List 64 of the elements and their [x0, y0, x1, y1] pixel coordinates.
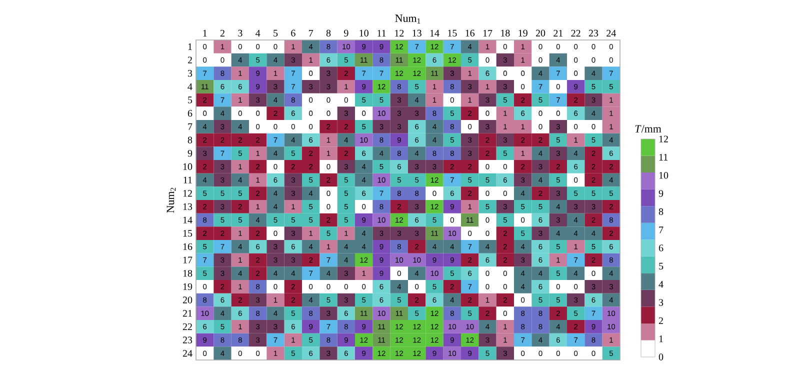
y-tick-label: 16: [183, 243, 192, 250]
color-bar-label: 4: [658, 281, 664, 288]
color-bar-label: 1: [659, 336, 663, 342]
y-tick-label: 20: [182, 296, 192, 304]
color-bar-label: 3: [659, 299, 664, 306]
x-tick-label: 20: [536, 30, 546, 36]
color-bar-label: 7: [659, 226, 664, 234]
color-bar-label: 5: [659, 262, 664, 270]
y-tick-label: 17: [183, 256, 192, 264]
y-tick-label: 23: [182, 336, 192, 344]
y-tick-label: 13: [183, 203, 192, 210]
x-tick-label: 16: [466, 30, 475, 36]
x-tick-label: 24: [606, 30, 616, 36]
x-tick-label: 22: [571, 30, 580, 36]
y-tick-label: 21: [182, 310, 192, 317]
color-bar-label: 12: [659, 136, 668, 142]
y-tick-label: 9: [188, 150, 192, 157]
x-tick-label: 17: [483, 30, 492, 36]
x-tick-label: 6: [291, 30, 296, 36]
x-tick-label: 4: [256, 30, 260, 36]
color-bar-label: 11: [659, 154, 668, 160]
y-tick-label: 7: [188, 123, 192, 130]
y-tick-label: 1: [188, 43, 192, 50]
x-tick-label: 2: [220, 30, 224, 36]
color-bar-label: 8: [658, 208, 664, 216]
y-tick-label: 19: [183, 283, 192, 290]
x-tick-label: 15: [448, 30, 457, 36]
y-tick-label: 24: [182, 350, 192, 357]
color-bar-label: 6: [658, 244, 664, 252]
x-tick-label: 10: [360, 30, 368, 36]
x-tick-label: 9: [344, 30, 348, 36]
color-bar-title: T/mm: [635, 125, 662, 133]
x-tick-label: 13: [412, 30, 422, 36]
y-tick-label: 12: [183, 190, 192, 197]
x-tick-label: 5: [274, 30, 278, 36]
y-axis-title: Num$_{2}$: [166, 188, 176, 213]
x-tick-label: 21: [554, 30, 563, 36]
color-bar-label: 2: [658, 317, 663, 324]
color-bar-label: 10: [659, 172, 668, 179]
x-tick-label: 1: [203, 30, 207, 36]
y-tick-label: 14: [183, 216, 192, 224]
y-tick-label: 6: [188, 110, 192, 117]
x-tick-label: 18: [501, 30, 510, 36]
x-tick-label: 3: [238, 30, 242, 36]
x-tick-label: 14: [430, 30, 440, 36]
y-tick-label: 22: [182, 323, 192, 330]
y-tick-label: 4: [188, 83, 192, 90]
x-tick-label: 23: [588, 30, 598, 36]
y-tick-label: 5: [188, 96, 192, 104]
x-tick-label: 7: [309, 30, 314, 36]
x-axis-title: Num$_{1}$: [395, 14, 420, 24]
y-tick-label: 18: [183, 270, 192, 277]
y-tick-label: 11: [184, 176, 192, 184]
y-tick-label: 2: [188, 56, 192, 64]
color-bar-label: 0: [658, 354, 664, 360]
x-tick-label: 12: [395, 30, 404, 36]
x-tick-label: 11: [378, 30, 386, 36]
x-tick-label: 8: [326, 30, 331, 36]
x-tick-label: 19: [518, 30, 528, 36]
y-tick-label: 10: [183, 163, 192, 170]
y-tick-label: 3: [188, 70, 192, 77]
y-tick-label: 8: [188, 136, 192, 144]
color-bar-label: 9: [658, 190, 664, 197]
y-tick-label: 15: [183, 230, 192, 237]
